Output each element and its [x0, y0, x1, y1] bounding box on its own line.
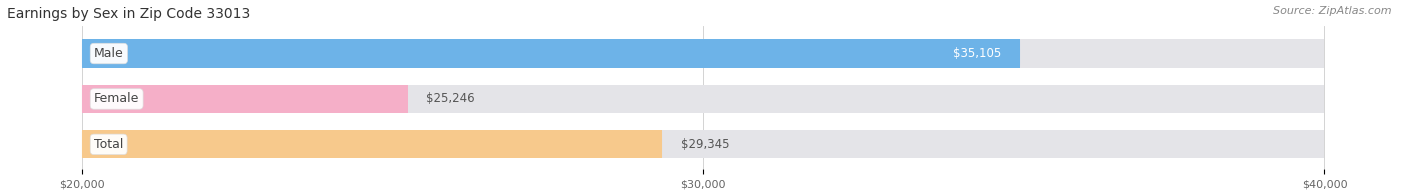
Text: Male: Male — [94, 47, 124, 60]
Text: Source: ZipAtlas.com: Source: ZipAtlas.com — [1274, 6, 1392, 16]
Text: $29,345: $29,345 — [681, 138, 730, 151]
Text: $25,246: $25,246 — [426, 93, 475, 105]
Bar — [82, 130, 662, 158]
Bar — [82, 85, 1324, 113]
Bar — [82, 130, 1324, 158]
Bar — [82, 85, 408, 113]
Text: $35,105: $35,105 — [953, 47, 1001, 60]
Text: Earnings by Sex in Zip Code 33013: Earnings by Sex in Zip Code 33013 — [7, 7, 250, 21]
Text: Female: Female — [94, 93, 139, 105]
Text: Total: Total — [94, 138, 124, 151]
Bar — [82, 39, 1324, 68]
Bar — [82, 39, 1021, 68]
